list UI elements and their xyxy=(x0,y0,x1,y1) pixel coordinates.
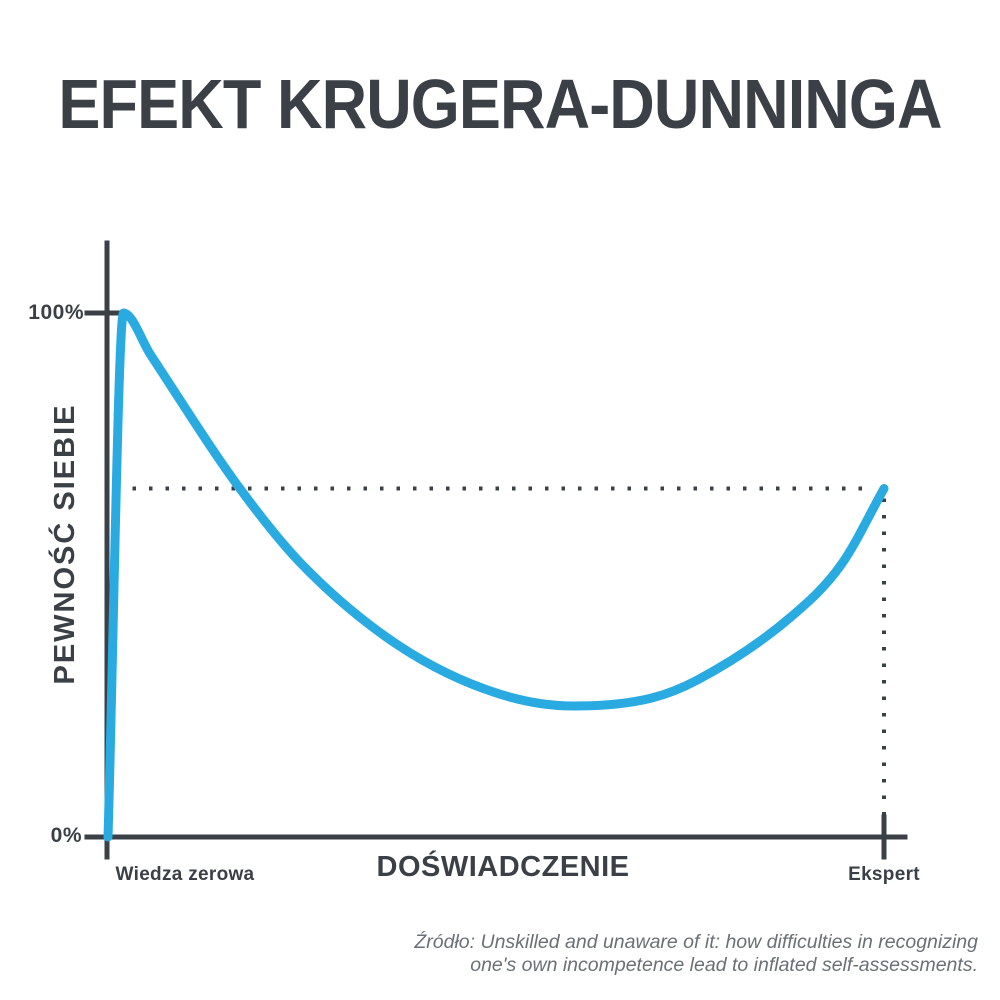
y-axis-title: PEWNOŚĆ SIEBIE xyxy=(49,403,81,685)
source-line-1: Źródło: Unskilled and unaware of it: how… xyxy=(414,931,978,953)
y-tick-label-100: 100% xyxy=(28,301,84,324)
x-tick-label-ekspert: Ekspert xyxy=(848,864,920,885)
x-tick-label-wiedza-zerowa: Wiedza zerowa xyxy=(115,864,255,885)
source-citation: Źródło: Unskilled and unaware of it: how… xyxy=(278,931,978,977)
confidence-curve xyxy=(103,308,889,842)
y-tick-label-0: 0% xyxy=(50,824,82,847)
source-line-2: one's own incompetence lead to inflated … xyxy=(470,954,978,976)
chart-title: EFEKT KRUGERA-DUNNINGA xyxy=(58,65,942,143)
x-axis-title: DOŚWIADCZENIE xyxy=(376,851,630,883)
dotted-guide-lines xyxy=(116,486,886,831)
